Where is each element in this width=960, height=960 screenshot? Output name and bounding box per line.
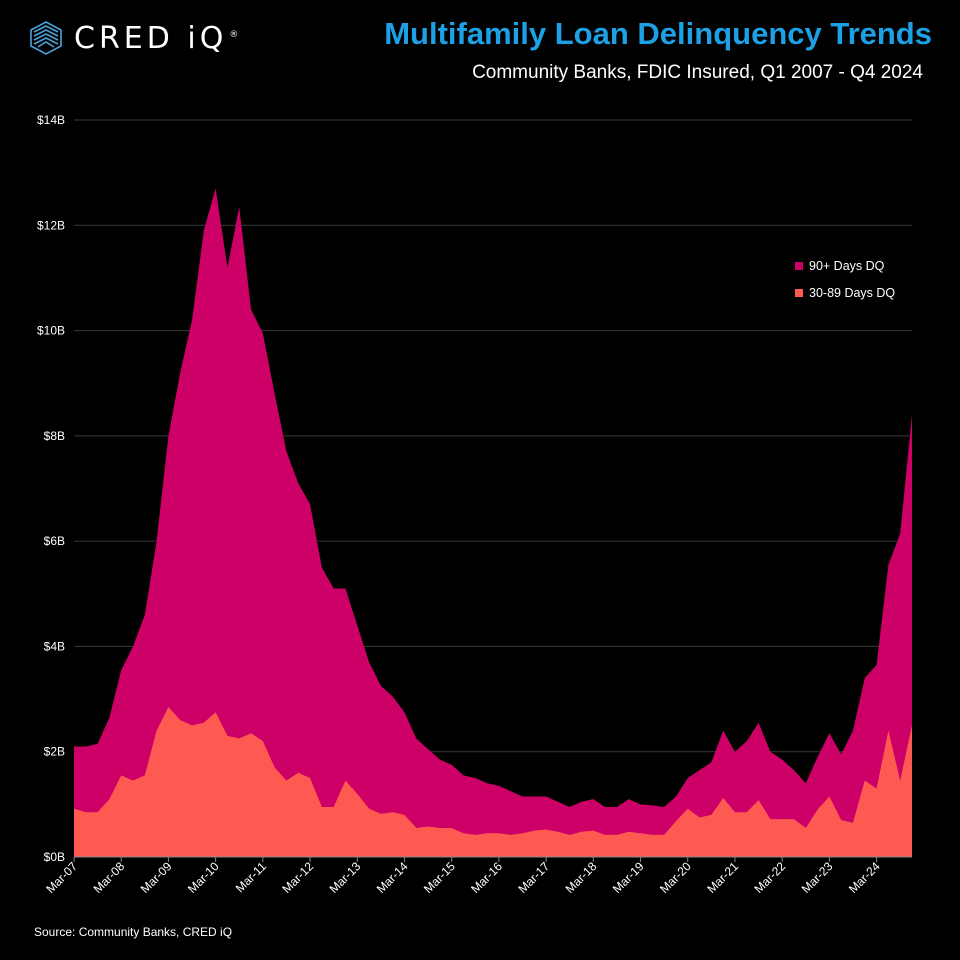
- x-tick-label: Mar-16: [468, 859, 505, 896]
- chart-title: Multifamily Loan Delinquency Trends: [384, 16, 932, 51]
- x-tick-label: Mar-14: [374, 859, 411, 896]
- x-tick-label: Mar-13: [327, 859, 364, 896]
- legend-label-90-plus: 90+ Days DQ: [809, 258, 885, 273]
- x-tick-label: Mar-12: [279, 859, 316, 896]
- legend-swatch-90-plus: [795, 261, 803, 270]
- y-tick-label: $0B: [44, 850, 65, 864]
- x-tick-label: Mar-19: [610, 859, 647, 896]
- x-tick-label: Mar-22: [752, 859, 789, 896]
- x-tick-label: Mar-21: [704, 859, 741, 896]
- y-tick-label: $14B: [37, 113, 65, 127]
- y-tick-label: $12B: [37, 218, 65, 232]
- cred-iq-logo-icon: [30, 21, 62, 55]
- x-tick-label: Mar-20: [657, 859, 694, 896]
- y-axis: $0B $2B $4B $6B $8B $10B $12B $14B: [37, 113, 65, 864]
- source-note: Source: Community Banks, CRED iQ: [34, 925, 233, 939]
- x-axis: Mar-07 Mar-08 Mar-09 Mar-10 Mar-11 Mar-12 Mar-…: [43, 856, 912, 896]
- legend: 90+ Days DQ 30-89 Days DQ: [795, 252, 895, 306]
- legend-item-90-plus: 90+ Days DQ: [795, 252, 895, 279]
- series-area-90-plus-days-dq: [74, 188, 912, 857]
- y-tick-label: $2B: [44, 745, 65, 759]
- y-tick-label: $8B: [44, 429, 65, 443]
- x-tick-label: Mar-07: [43, 859, 80, 896]
- x-tick-label: Mar-17: [515, 859, 552, 896]
- x-tick-label: Mar-15: [421, 859, 458, 896]
- x-tick-label: Mar-10: [185, 859, 222, 896]
- brand-logo: CRED iQ ®: [28, 20, 242, 56]
- legend-label-30-89: 30-89 Days DQ: [809, 285, 896, 300]
- brand-name: CRED iQ ®: [74, 20, 243, 56]
- x-tick-label: Mar-11: [233, 859, 269, 895]
- x-tick-label: Mar-18: [563, 859, 600, 896]
- x-tick-label: Mar-09: [138, 859, 175, 896]
- x-tick-label: Mar-23: [799, 859, 836, 896]
- y-tick-label: $10B: [37, 324, 65, 338]
- area-series: [74, 188, 912, 857]
- chart-subtitle: Community Banks, FDIC Insured, Q1 2007 -…: [472, 62, 923, 83]
- registered-mark: ®: [229, 29, 243, 40]
- y-tick-label: $6B: [44, 534, 65, 548]
- series-area-30-89-days-dq: [74, 706, 912, 857]
- y-tick-label: $4B: [44, 639, 65, 653]
- x-tick-label: Mar-24: [846, 859, 883, 896]
- legend-swatch-30-89: [795, 288, 803, 297]
- x-tick-label: Mar-08: [91, 859, 128, 896]
- legend-item-30-89: 30-89 Days DQ: [795, 279, 895, 306]
